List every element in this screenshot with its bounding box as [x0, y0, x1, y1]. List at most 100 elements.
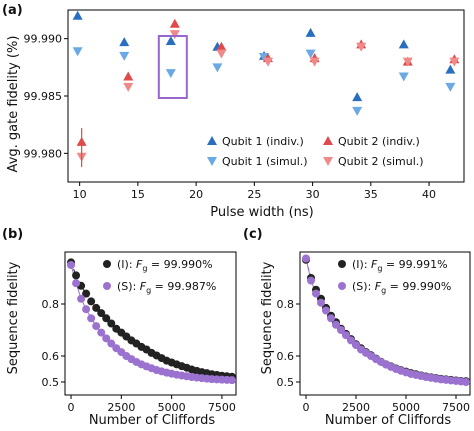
panel-b-point — [107, 319, 116, 328]
panel-a-point-qubit-1-indiv- — [445, 64, 456, 74]
panel-a-point-qubit-1-simul- — [72, 47, 83, 57]
panel-a-point-qubit-1-simul- — [212, 63, 223, 73]
panel-b-xlabel: Number of Cliffords — [89, 413, 216, 427]
panel-c-xtick-label: 0 — [303, 401, 310, 414]
panel-a-point-qubit-1-indiv- — [305, 27, 316, 37]
panel-a-point-qubit-2-simul- — [123, 82, 134, 92]
panel-a-legend-marker — [323, 157, 333, 166]
panel-b-point — [102, 314, 111, 323]
panel-b-point — [102, 334, 111, 343]
panel-c-point — [342, 331, 350, 340]
panel-a-point-qubit-2-indiv- — [123, 71, 134, 81]
panel-c-legend-label: (I): Fg = 99.991% — [352, 258, 448, 273]
panel-a-point-qubit-1-simul- — [352, 106, 363, 116]
panel-a-ytick-label: 99.985 — [24, 90, 63, 103]
panel-a-legend-label: Qubit 1 (simul.) — [222, 155, 308, 168]
panel-b-point — [72, 271, 81, 280]
panel-b-ytick-label: 0.8 — [42, 298, 60, 311]
panel-c-xtick-label: 5000 — [392, 401, 420, 414]
panel-a-xtick-label: 15 — [131, 188, 145, 201]
panel-c-point — [322, 306, 330, 315]
panel-b-point — [77, 294, 86, 303]
panel-b-point — [87, 314, 96, 323]
panel-a-point-qubit-1-indiv- — [352, 92, 363, 102]
panel-c-ytick-label: 0.6 — [277, 350, 295, 363]
panel-a-point-qubit-1-indiv- — [165, 35, 176, 45]
panel-a-point-qubit-2-simul- — [449, 57, 460, 67]
panel-a-ytick-label: 99.990 — [24, 33, 63, 46]
panel-b-point — [97, 328, 106, 337]
panel-c-point — [347, 336, 355, 345]
panel-b-point — [92, 303, 101, 312]
panel-b-legend-marker — [103, 282, 111, 290]
panel-b-point — [82, 289, 91, 298]
panel-a-ytick-label: 99.980 — [24, 147, 63, 160]
panel-a-point-qubit-2-simul- — [263, 57, 273, 67]
panel-a-point-qubit-2-simul- — [402, 57, 413, 67]
panel-a-point-qubit-2-simul- — [216, 49, 227, 59]
panel-a-legend-marker — [207, 136, 217, 145]
panel-b-xtick-label: 0 — [68, 401, 75, 414]
panel-c-legend-marker — [338, 282, 346, 290]
panel-b-axes-frame — [64, 251, 237, 396]
panel-a-xtick-label: 10 — [73, 188, 87, 201]
panel-b-xtick-label: 7500 — [208, 401, 236, 414]
panel-b-point — [97, 309, 106, 318]
panel-a-legend-marker — [323, 136, 333, 145]
panel-a-point-qubit-1-simul- — [259, 53, 269, 63]
panel-b-point — [92, 322, 101, 331]
panel-b-point — [82, 305, 91, 314]
plot-layer: 10 15 20 25 30 35 40 99.980 99.985 99.990 Qubit 1 … — [24, 9, 471, 414]
panel-b-ytick-label: 0.5 — [42, 376, 60, 389]
panel-a-xtick-label: 35 — [364, 188, 378, 201]
panel-c-point — [312, 289, 320, 298]
panel-a-legend-label: Qubit 2 (indiv.) — [338, 135, 420, 148]
panel-c-point — [462, 378, 470, 386]
panel-a-point-qubit-1-indiv- — [119, 37, 130, 47]
panel-a-point-qubit-2-simul- — [169, 30, 180, 40]
panel-c-point — [327, 314, 335, 323]
panel-label-c: (c) — [243, 227, 263, 242]
panel-a-legend-label: Qubit 2 (simul.) — [338, 155, 424, 168]
panel-c-ylabel: Sequence fidelity — [260, 261, 275, 374]
panel-a-ylabel: Avg. gate fidelity (%) — [6, 36, 21, 173]
panel-a-point-qubit-2-indiv- — [216, 41, 227, 51]
panel-c-legend-label: (S): Fg = 99.990% — [352, 280, 451, 295]
panel-c-xtick-label: 7500 — [442, 401, 470, 414]
panel-a-legend-label: Qubit 1 (indiv.) — [222, 135, 304, 148]
panel-a-point-qubit-1-simul- — [305, 49, 316, 59]
panel-b-ylabel: Sequence fidelity — [6, 261, 21, 374]
panel-a-xtick-label: 40 — [422, 188, 436, 201]
panel-a-highlight-box — [157, 35, 188, 99]
panel-a-xlabel: Pulse width (ns) — [210, 205, 314, 220]
panel-b-xtick-label: 2500 — [107, 401, 135, 414]
panel-c-point — [332, 320, 340, 329]
panel-label-a: (a) — [2, 3, 23, 18]
panel-c-point — [317, 298, 325, 307]
panel-a-point-qubit-1-simul- — [398, 72, 409, 82]
panel-b-point — [67, 261, 76, 269]
panel-c-axes-frame — [299, 251, 471, 396]
panel-b-legend-label: (S): Fg = 99.987% — [117, 280, 216, 295]
panel-a-point-qubit-2-simul- — [309, 57, 320, 67]
panel-a-point-qubit-1-simul- — [119, 51, 130, 61]
panel-c-legend-marker — [338, 260, 346, 268]
panel-b-point — [72, 279, 81, 288]
panel-a-point-qubit-2-indiv- — [169, 18, 180, 28]
panel-a-point-qubit-1-indiv- — [398, 39, 409, 49]
panel-b-point — [227, 376, 236, 385]
panel-b-point — [87, 297, 96, 306]
panel-b-point — [107, 339, 116, 348]
panel-c-ytick-label: 0.8 — [277, 298, 295, 311]
panel-c-point — [307, 276, 315, 285]
panel-c-ytick-label: 0.5 — [277, 376, 295, 389]
panel-a-point-qubit-1-simul- — [445, 82, 456, 92]
panel-a-xtick-label: 25 — [247, 188, 261, 201]
panel-a-xtick-label: 30 — [306, 188, 320, 201]
panel-c-point — [302, 254, 310, 263]
panel-b-legend-marker — [103, 260, 111, 268]
panel-a-point-qubit-1-indiv- — [72, 10, 83, 20]
panel-c-point — [337, 326, 345, 334]
